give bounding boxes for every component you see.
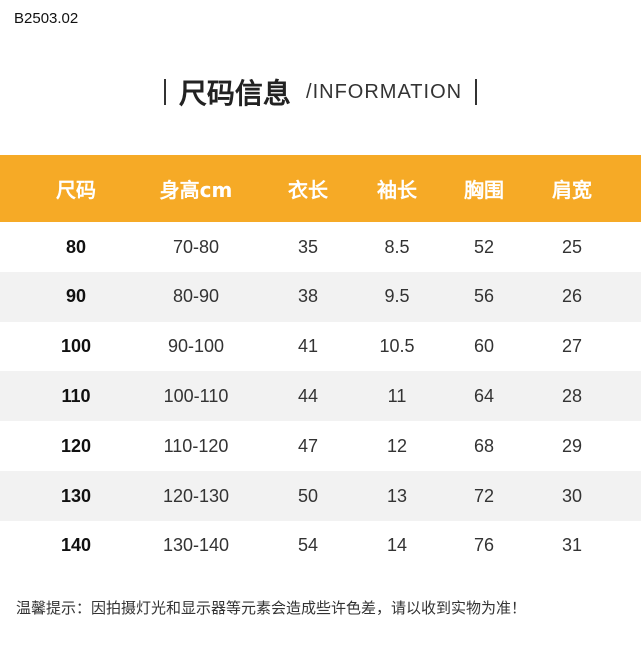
column-header: 肩宽	[552, 178, 592, 202]
table-cell: 130-140	[162, 535, 230, 556]
table-row: 130 120-130 50 13 72 30	[0, 471, 641, 521]
title-divider-right	[475, 79, 478, 105]
column-header: 衣长	[288, 178, 328, 202]
table-cell: 31	[561, 535, 583, 556]
table-cell: 14	[386, 535, 408, 556]
table-row: 100 90-100 41 10.5 60 27	[0, 322, 641, 372]
table-cell: 80-90	[172, 286, 220, 307]
table-header: 尺码 身高cm 衣长 袖长 胸围 肩宽	[0, 155, 641, 222]
table-cell: 100	[60, 336, 92, 357]
table-cell: 80	[65, 236, 87, 257]
table-cell: 56	[473, 286, 495, 307]
title-en: /INFORMATION	[306, 80, 463, 103]
product-code: B2503.02	[14, 10, 79, 27]
table-cell: 44	[297, 385, 319, 406]
table-cell: 110-120	[163, 435, 229, 456]
table-cell: 120	[60, 435, 92, 456]
table-cell: 90-100	[167, 336, 225, 357]
table-cell: 13	[386, 485, 408, 506]
table-cell: 54	[297, 535, 319, 556]
title-divider-left	[163, 79, 166, 105]
table-cell: 52	[473, 236, 495, 257]
table-cell: 68	[473, 435, 495, 456]
table-cell: 28	[561, 385, 583, 406]
table-cell: 90	[65, 286, 87, 307]
column-header: 尺码	[56, 178, 96, 202]
table-cell: 60	[473, 336, 495, 357]
table-row: 80 70-80 35 8.5 52 25	[0, 222, 641, 272]
table-cell: 110	[61, 385, 91, 406]
column-header: 身高cm	[159, 178, 233, 202]
table-cell: 38	[297, 286, 319, 307]
table-cell: 64	[473, 385, 495, 406]
table-cell: 29	[561, 435, 583, 456]
table-cell: 140	[60, 535, 92, 556]
table-cell: 47	[297, 435, 319, 456]
table-cell: 27	[561, 336, 583, 357]
table-cell: 26	[561, 286, 583, 307]
table-cell: 120-130	[162, 485, 230, 506]
disclaimer-note: 温馨提示：因拍摄灯光和显示器等元素会造成些许色差，请以收到实物为准！	[16, 599, 527, 617]
table-row: 90 80-90 38 9.5 56 26	[0, 271, 641, 322]
table-cell: 11	[387, 385, 407, 406]
table-row: 120 110-120 47 12 68 29	[0, 421, 641, 471]
table-cell: 8.5	[384, 236, 410, 257]
table-cell: 70-80	[172, 236, 220, 257]
column-header: 胸围	[464, 178, 504, 202]
table-cell: 10.5	[379, 336, 415, 357]
table-cell: 130	[60, 485, 92, 506]
table-cell: 25	[561, 236, 583, 257]
table-cell: 12	[386, 435, 408, 456]
table-cell: 9.5	[384, 286, 410, 307]
table-cell: 100-110	[163, 385, 229, 406]
table-row: 110 100-110 44 11 64 28	[0, 371, 641, 422]
table-cell: 76	[473, 535, 495, 556]
table-cell: 30	[561, 485, 583, 506]
table-cell: 72	[473, 485, 495, 506]
table-cell: 41	[297, 336, 319, 357]
column-header: 袖长	[377, 178, 417, 202]
page-title: 尺码信息 /INFORMATION	[0, 72, 641, 112]
title-cn: 尺码信息	[178, 77, 291, 110]
table-row: 140 130-140 54 14 76 31	[0, 521, 641, 571]
table-cell: 35	[297, 236, 319, 257]
table-cell: 50	[297, 485, 319, 506]
